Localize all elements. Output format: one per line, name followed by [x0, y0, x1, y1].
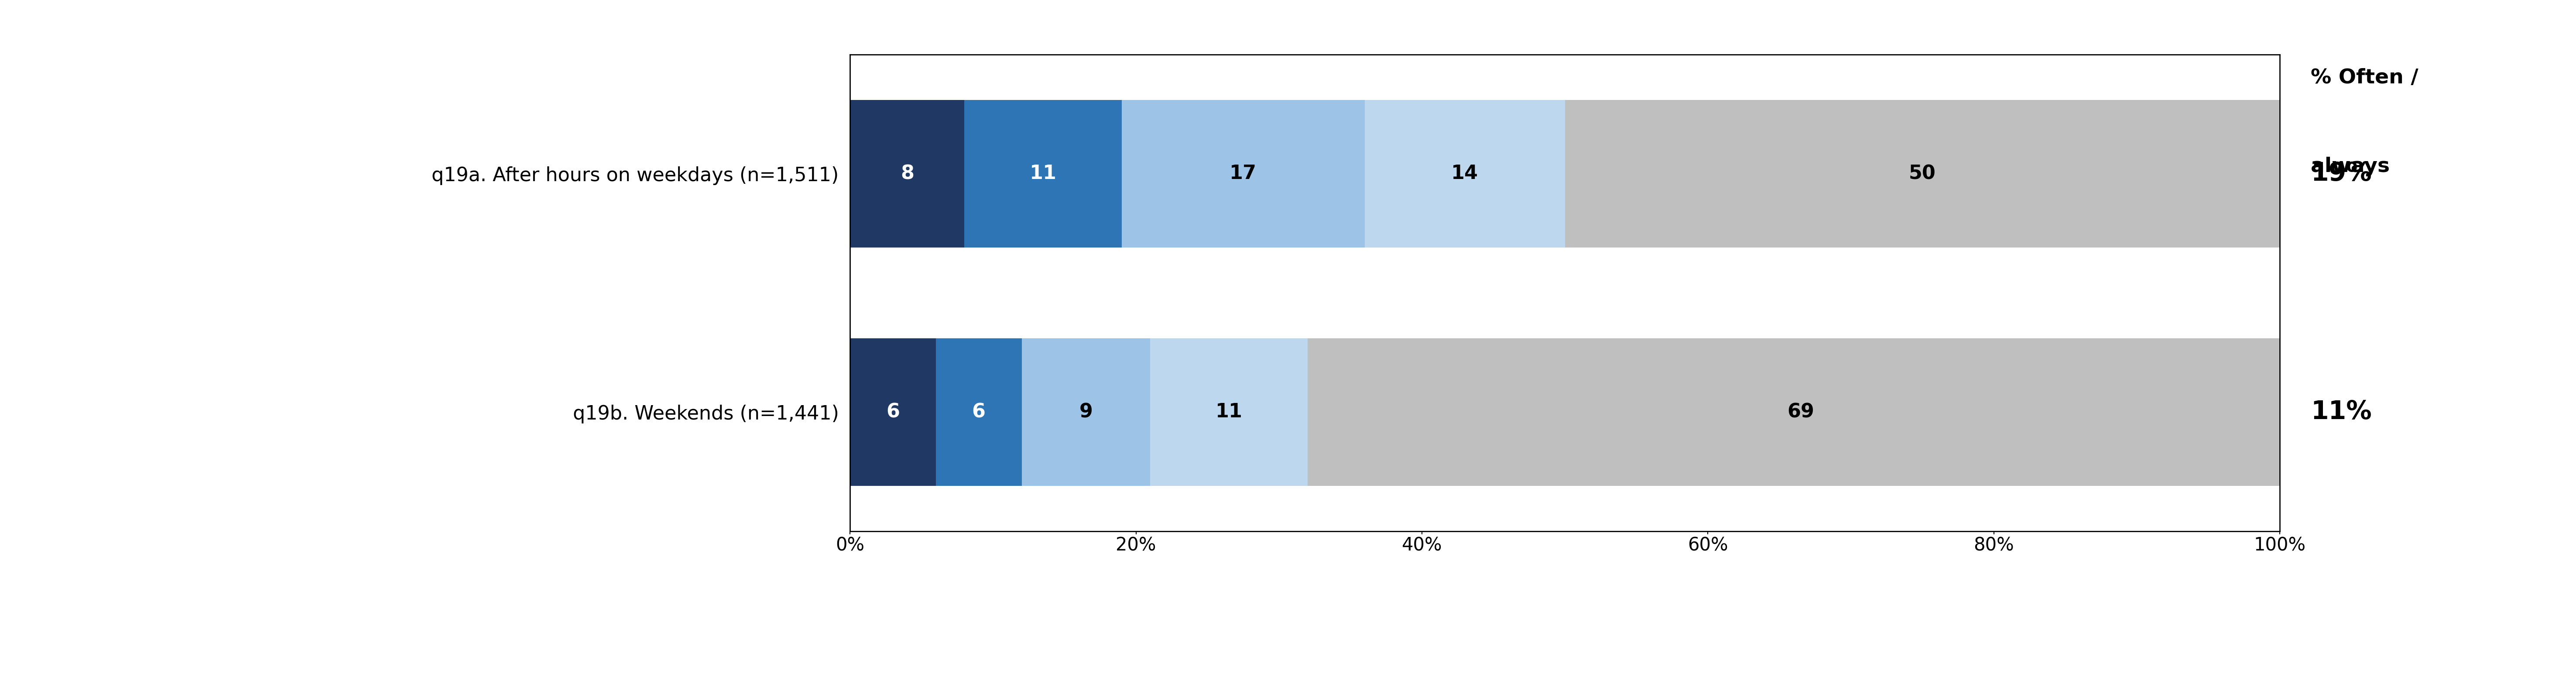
Text: 11: 11 [1030, 164, 1056, 183]
Text: 11%: 11% [2311, 400, 2372, 424]
Bar [850, 338, 935, 486]
Text: 14: 14 [1450, 164, 1479, 183]
Bar [1121, 99, 1365, 247]
Text: 69: 69 [1788, 402, 1814, 422]
Bar [1023, 338, 1151, 486]
Text: 6: 6 [971, 402, 987, 422]
Text: 6: 6 [886, 402, 899, 422]
Bar [850, 99, 963, 247]
Text: 11: 11 [1216, 402, 1242, 422]
Bar [1309, 338, 2295, 486]
Text: 19%: 19% [2311, 161, 2372, 186]
Text: 50: 50 [1909, 164, 1935, 183]
Bar [963, 99, 1121, 247]
Bar [935, 338, 1023, 486]
Text: 9: 9 [1079, 402, 1092, 422]
Text: always: always [2311, 157, 2391, 176]
Text: 8: 8 [902, 164, 914, 183]
Bar [1564, 99, 2280, 247]
Bar [1151, 338, 1309, 486]
Text: 17: 17 [1229, 164, 1257, 183]
Text: % Often /: % Often / [2311, 68, 2419, 88]
Bar [1365, 99, 1564, 247]
